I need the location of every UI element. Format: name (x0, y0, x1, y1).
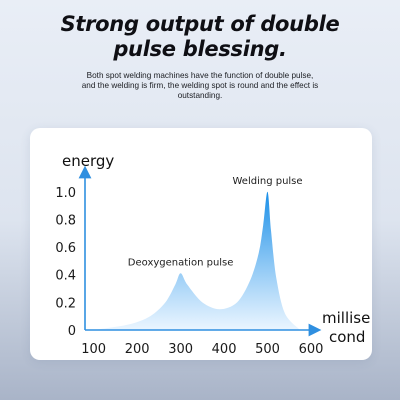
peak-label: Welding pulse (233, 176, 303, 187)
y-tick-label: 0.6 (55, 241, 76, 256)
peak-label: Deoxygenation pulse (128, 257, 234, 268)
subtitle-line-3: outstanding. (177, 91, 223, 100)
x-tick-label: 600 (299, 342, 324, 357)
x-axis-title-line-2: cond (329, 328, 365, 346)
subtitle-line-1: Both spot welding machines have the func… (86, 71, 314, 80)
x-tick-labels: 100 200 300 400 500 600 (81, 342, 323, 357)
x-axis-title-line-1: millise (322, 309, 370, 327)
title-line-2: pulse blessing. (113, 37, 287, 61)
page-subtitle: Both spot welding machines have the func… (60, 71, 340, 101)
y-axis-title: energy (62, 152, 114, 170)
title-line-1: Strong output of double (60, 12, 340, 36)
y-tick-label: 0.4 (55, 269, 76, 284)
energy-area (93, 191, 301, 330)
y-tick-label: 0 (68, 324, 76, 339)
y-tick-labels: 0 0.2 0.4 0.6 0.8 1.0 (55, 186, 76, 339)
x-tick-label: 500 (255, 342, 280, 357)
x-tick-label: 200 (125, 342, 150, 357)
y-tick-label: 0.2 (55, 296, 76, 311)
y-tick-label: 0.8 (55, 213, 76, 228)
page-title: Strong output of double pulse blessing. (0, 12, 400, 62)
x-tick-label: 100 (81, 342, 106, 357)
y-tick-label: 1.0 (55, 186, 76, 201)
x-tick-label: 400 (212, 342, 237, 357)
x-tick-label: 300 (168, 342, 193, 357)
subtitle-line-2: and the welding is firm, the welding spo… (81, 81, 319, 90)
peak-labels: Deoxygenation pulse Welding pulse (128, 176, 303, 269)
